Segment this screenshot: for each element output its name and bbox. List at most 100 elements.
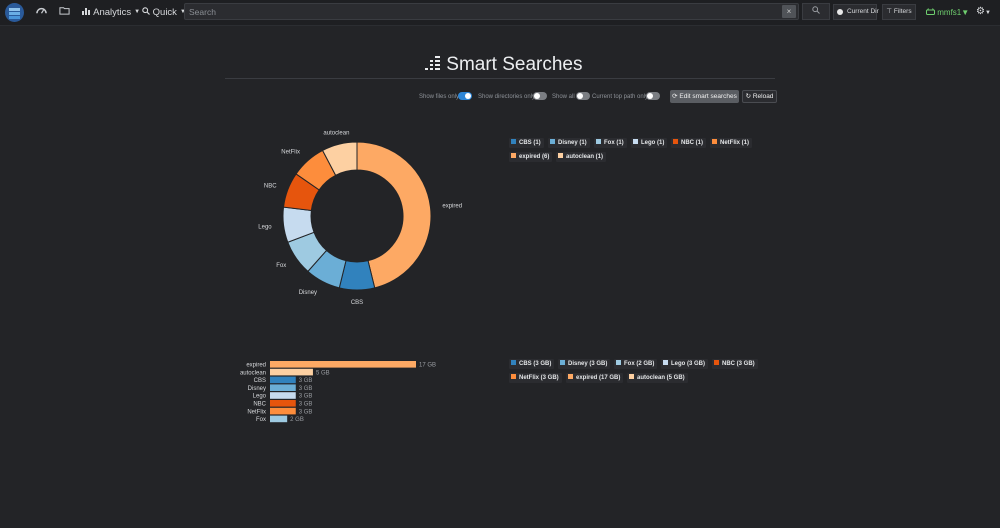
user-menu[interactable]: mmfs1▼ [926,8,969,17]
donut-chart: expired CBS Disney Fox Lego NBC NetFlix autocle… [258,130,462,306]
legend-label: autoclean (5 GB) [637,375,685,381]
reload-button[interactable]: ↻ Reload [742,90,777,103]
bar-category-lego: Lego [253,394,267,400]
donut-label-autoclean: autoclean [323,130,349,136]
legend-swatch [673,138,678,144]
page-title: Smart Searches [424,54,583,76]
legend-label: Disney (3 GB) [568,361,608,367]
filter-icon: ⊤ [886,8,893,15]
quick-menu[interactable]: Quick ▼ [142,7,186,18]
legend-swatch [663,359,668,365]
donut-slice-expired[interactable] [356,141,432,289]
donut-label-expired: expired [442,204,462,210]
analytics-menu[interactable]: Analytics ▼ [82,7,140,18]
legend-chip-cbs[interactable]: CBS (3 GB) [509,359,555,369]
legend-chip-netflix[interactable]: NetFlix (1) [710,138,753,148]
legend-chip-netflix[interactable]: NetFlix (3 GB) [509,373,562,383]
legend-swatch [629,373,634,379]
legend-label: Fox (1) [604,140,624,146]
show-directories-only-label: Show directories only [478,94,536,100]
search-box [184,3,799,20]
user-label: mmfs1 [937,8,962,17]
bar-nbc[interactable] [270,400,296,407]
bar-cbs[interactable] [270,376,296,384]
title-divider [225,78,775,79]
legend-label: NetFlix (3 GB) [519,375,559,381]
legend-chip-autoclean[interactable]: autoclean (1) [556,152,607,162]
bar-fox[interactable] [270,415,288,423]
filters-button[interactable]: ⊤ Filters [882,4,916,20]
show-files-only-label: Show files only [419,94,460,100]
legend-chip-fox[interactable]: Fox (1) [594,138,627,148]
current-dir-toggle[interactable]: Current Dir [833,4,879,20]
dashboard-icon[interactable] [36,5,47,19]
legend-chip-nbc[interactable]: NBC (3 GB) [712,359,758,369]
legend-chip-cbs[interactable]: CBS (1) [509,138,544,148]
legend-label: NetFlix (1) [720,140,750,146]
caret-down-icon: ▼ [984,10,991,16]
current-top-path-only-label: Current top path only [592,94,649,100]
show-all-label: Show all [552,94,575,100]
legend-swatch [550,138,555,144]
bar-value-netflix: 3 GB [299,409,313,415]
legend-chip-disney[interactable]: Disney (3 GB) [558,359,611,369]
legend-swatch [596,138,601,144]
bar-netflix[interactable] [270,407,296,415]
analytics-chart-icon [82,7,93,18]
bar-disney[interactable] [270,384,296,391]
top-navbar: Analytics▼ Quick▼ × Current Dir ⊤ Filter… [0,0,1000,26]
legend-chip-disney[interactable]: Disney (1) [548,138,590,148]
quick-label: Quick [152,7,177,18]
bar-value-fox: 2 GB [290,417,304,423]
legend-swatch [616,359,621,365]
legend-chip-nbc[interactable]: NBC (1) [671,138,706,148]
bar-category-fox: Fox [256,417,266,423]
caret-down-icon: ▼ [179,9,186,16]
legend-swatch [633,138,638,144]
bar-category-disney: Disney [248,386,266,392]
app-logo[interactable] [5,3,24,22]
legend-chip-fox[interactable]: Fox (2 GB) [614,359,658,369]
toggle-dot-icon [837,9,843,15]
donut-slice-autoclean[interactable] [321,141,358,176]
donut-label-fox: Fox [276,263,286,269]
settings-menu[interactable]: ⚙▼ [976,6,991,17]
bar-category-autoclean: autoclean [240,370,266,376]
legend-chip-lego[interactable]: Lego (1) [631,138,668,148]
app-logo-icon [9,8,20,19]
donut-label-disney: Disney [299,290,317,296]
bar-autoclean[interactable] [270,368,313,376]
show-files-only-toggle[interactable] [458,92,472,100]
legend-chip-autoclean[interactable]: autoclean (5 GB) [627,373,688,383]
legend-chip-expired[interactable]: expired (17 GB) [566,373,624,383]
edit-smart-searches-button[interactable]: ⟳ Edit smart searches [670,90,739,103]
legend-label: autoclean (1) [566,154,604,160]
legend-swatch [511,152,516,158]
legend-label: expired (6) [519,154,550,160]
legend-label: CBS (3 GB) [519,361,552,367]
show-directories-only-toggle[interactable] [533,92,547,100]
legend-chip-lego[interactable]: Lego (3 GB) [661,359,708,369]
show-all-toggle[interactable] [576,92,590,100]
legend-chip-expired[interactable]: expired (6) [509,152,553,162]
legend-label: Lego (1) [641,140,665,146]
search-input[interactable] [189,6,779,18]
legend-swatch [568,373,573,379]
legend-label: NBC (1) [681,140,703,146]
smart-searches-icon [424,54,446,75]
gear-icon: ⚙ [976,6,985,17]
clear-search-button[interactable]: × [782,5,796,18]
search-button[interactable] [802,3,830,20]
legend-label: Fox (2 GB) [624,361,655,367]
bar-lego[interactable] [270,392,296,399]
bar-value-autoclean: 5 GB [316,370,330,376]
bar-category-nbc: NBC [253,402,266,408]
caret-down-icon: ▼ [961,8,970,17]
edit-label: Edit smart searches [679,93,737,100]
legend-swatch [511,359,516,365]
search-icon [812,6,820,14]
bar-chart: expired 17 GB autoclean 5 GB CBS 3 GB Disney 3 … [240,361,436,423]
bar-expired[interactable] [270,361,416,368]
current-top-path-only-toggle[interactable] [646,92,660,100]
folder-icon[interactable] [59,5,70,19]
